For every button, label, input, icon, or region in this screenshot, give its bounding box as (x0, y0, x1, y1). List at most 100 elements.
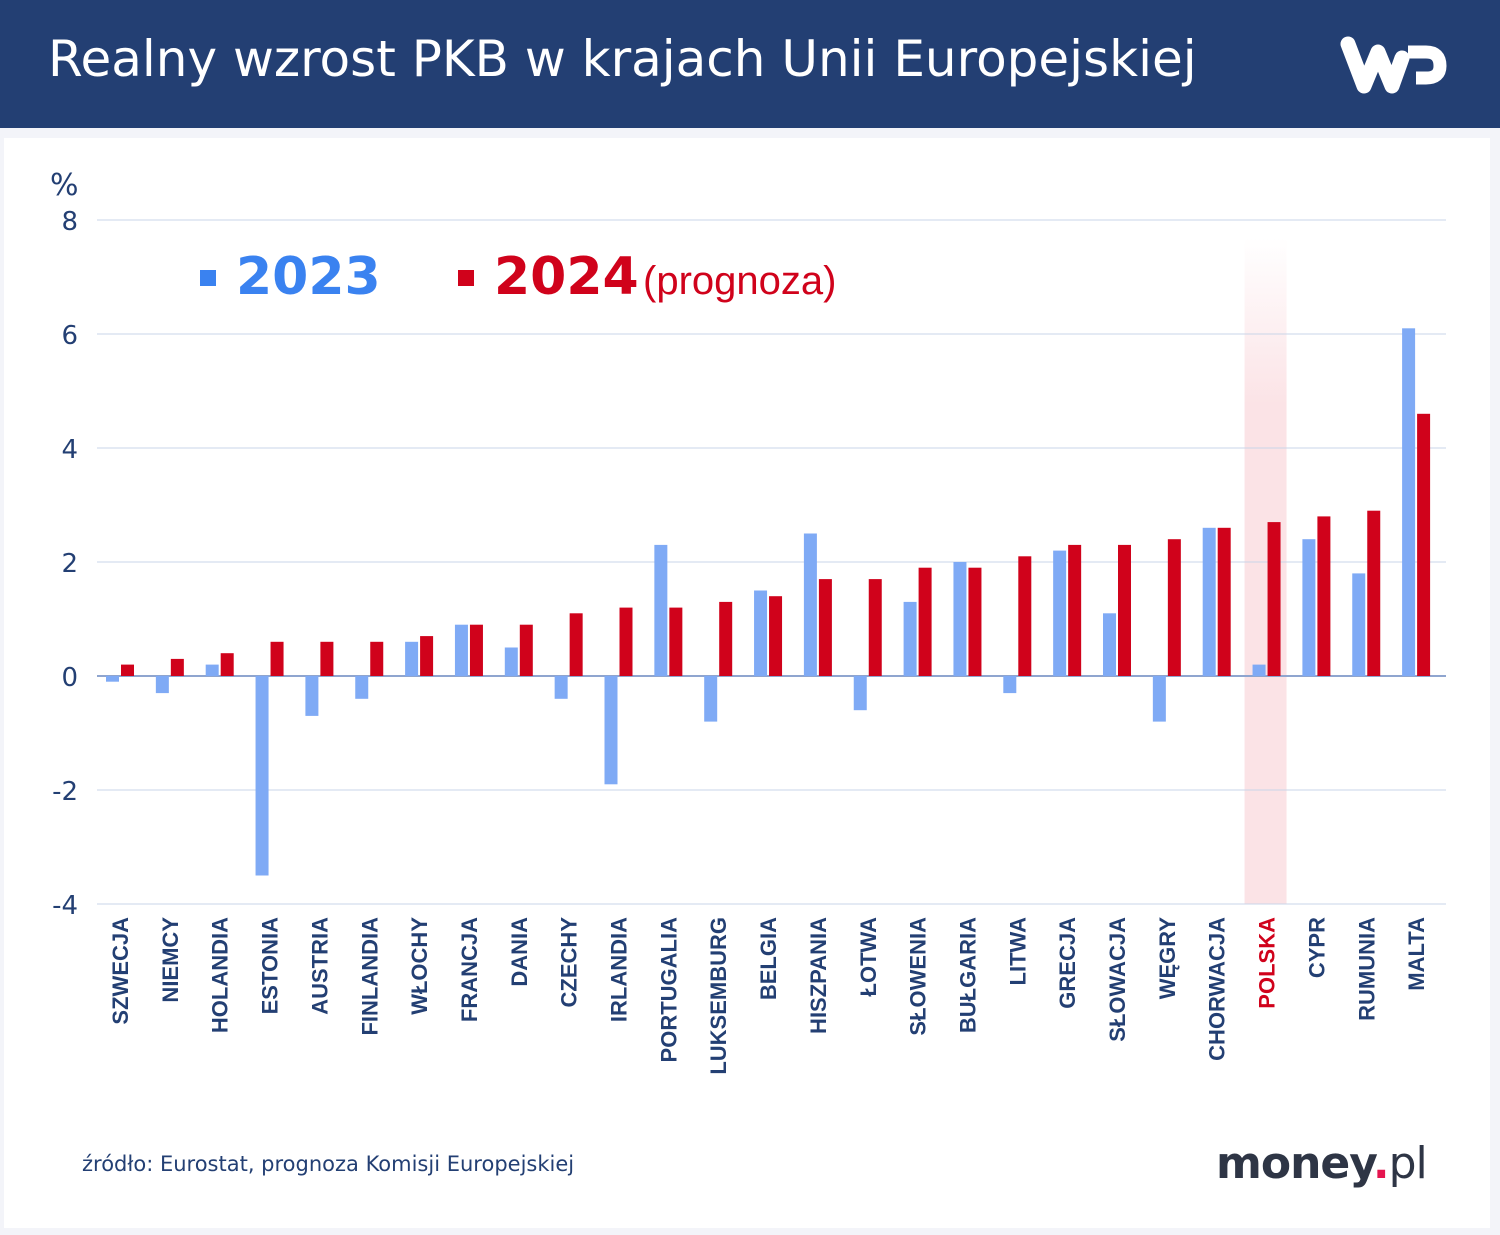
x-tick-label: SZWECJA (108, 917, 133, 1025)
bar-2023-holandia (205, 664, 219, 676)
bar-2023-słowenia (903, 601, 917, 676)
bar-2024-irlandia (619, 607, 633, 676)
bar-2024-rumunia (1367, 510, 1381, 676)
source-note: źródło: Eurostat, prognoza Komisji Europ… (82, 1152, 575, 1176)
x-tick-label: BUŁGARIA (955, 917, 980, 1033)
bar-2024-belgia (769, 596, 783, 676)
bar-2023-czechy (554, 676, 568, 699)
legend-label-2024: 2024 (494, 247, 639, 307)
brand-main: money (1216, 1138, 1374, 1189)
bar-2024-węgry (1167, 539, 1181, 676)
x-tick-label: FRANCJA (457, 917, 482, 1022)
bar-2024-malta (1417, 413, 1431, 676)
bar-2024-słowenia (918, 567, 932, 676)
bar-2023-chorwacja (1202, 527, 1216, 676)
bar-2024-luksemburg (719, 601, 733, 676)
x-tick-label: LITWA (1005, 917, 1030, 986)
x-tick-label: CZECHY (557, 917, 582, 1008)
bar-2023-dania (504, 647, 518, 676)
x-tick-label: CYPR (1304, 917, 1329, 978)
bar-2024-polska (1267, 522, 1281, 676)
bar-2023-malta (1402, 328, 1416, 676)
bar-2023-bułgaria (953, 562, 967, 676)
header-bar: Realny wzrost PKB w krajach Unii Europej… (0, 0, 1500, 128)
bar-2024-hiszpania (818, 579, 832, 676)
y-tick-label: 2 (61, 549, 78, 579)
bar-2024-niemcy (170, 658, 184, 676)
x-tick-label: ŁOTWA (856, 917, 881, 997)
bar-2023-włochy (405, 641, 419, 676)
bar-2023-polska (1252, 664, 1266, 676)
x-tick-label: MALTA (1404, 917, 1429, 991)
bar-2023-niemcy (155, 676, 169, 694)
bar-2023-luksemburg (704, 676, 718, 722)
x-tick-label: CHORWACJA (1205, 917, 1230, 1061)
legend-label-2023: 2023 (236, 247, 381, 307)
x-tick-label: POLSKA (1255, 917, 1280, 1009)
x-tick-label: SŁOWACJA (1105, 917, 1130, 1042)
x-tick-label: SŁOWENIA (906, 917, 931, 1036)
bar-2023-rumunia (1352, 573, 1366, 676)
bar-2024-cypr (1317, 516, 1331, 676)
wp-logo (1340, 36, 1447, 94)
bar-2023-austria (305, 676, 319, 716)
bar-2024-słowacja (1118, 544, 1131, 676)
bar-2024-szwecja (121, 664, 134, 676)
y-tick-label: 6 (61, 321, 78, 351)
bar-2024-łotwa (868, 579, 882, 676)
page-title: Realny wzrost PKB w krajach Unii Europej… (48, 30, 1197, 88)
bar-2024-włochy (420, 636, 434, 676)
bar-2023-słowacja (1103, 613, 1116, 676)
brand-dot: . (1372, 1138, 1390, 1189)
bar-2023-francja (454, 624, 468, 676)
bar-2024-bułgaria (968, 567, 982, 676)
x-tick-label: PORTUGALIA (656, 917, 681, 1063)
bar-2023-szwecja (106, 676, 119, 682)
y-axis-label: % (50, 168, 79, 203)
legend-swatch-2023 (200, 270, 216, 286)
y-tick-label: -4 (52, 891, 78, 921)
bar-2024-holandia (220, 653, 234, 676)
legend-swatch-2024 (458, 270, 474, 286)
bar-2024-dania (519, 624, 533, 676)
bar-2023-irlandia (604, 676, 618, 785)
x-tick-label: IRLANDIA (607, 917, 632, 1022)
bar-2024-francja (469, 624, 483, 676)
x-tick-label: AUSTRIA (307, 917, 332, 1015)
x-tick-label: HOLANDIA (208, 917, 233, 1033)
bar-2023-estonia (255, 676, 269, 876)
bar-2024-portugalia (669, 607, 683, 676)
bar-2023-cypr (1302, 539, 1316, 676)
x-tick-label: WĘGRY (1155, 917, 1180, 1000)
bar-2023-grecja (1053, 550, 1067, 676)
y-tick-label: -2 (52, 777, 78, 807)
bar-2024-austria (320, 641, 334, 676)
brand-tld: pl (1388, 1138, 1428, 1189)
bar-2024-czechy (569, 613, 583, 676)
bar-2023-finlandia (355, 676, 369, 699)
bar-chart: -4 -2 0 2 4 6 8% SZWECJA NIEMCY HOLANDIA ESTONIA AU… (50, 168, 1446, 1075)
x-tick-label: BELGIA (756, 917, 781, 1000)
chart-panel: -4 -2 0 2 4 6 8% SZWECJA NIEMCY HOLANDIA ESTONIA AU… (4, 138, 1490, 1228)
bar-2023-portugalia (654, 544, 668, 676)
bar-2024-chorwacja (1217, 527, 1231, 676)
x-tick-label: WŁOCHY (407, 917, 432, 1015)
bar-2024-finlandia (370, 641, 384, 676)
bar-2023-litwa (1003, 676, 1017, 694)
x-tick-label: GRECJA (1055, 917, 1080, 1009)
x-tick-label: DANIA (507, 917, 532, 987)
x-tick-label: LUKSEMBURG (706, 917, 731, 1075)
bar-2024-grecja (1068, 544, 1082, 676)
bar-2023-belgia (754, 590, 768, 676)
money-pl-logo: money.pl (1216, 1138, 1428, 1189)
bar-2024-litwa (1018, 556, 1032, 676)
y-tick-label: 8 (61, 207, 78, 237)
x-tick-label: FINLANDIA (357, 917, 382, 1036)
x-tick-label: NIEMCY (158, 917, 183, 1003)
bar-2023-hiszpania (803, 533, 817, 676)
x-tick-label: ESTONIA (258, 917, 283, 1015)
y-tick-label: 0 (61, 663, 78, 693)
legend-suffix: (prognoza) (643, 259, 836, 303)
bar-2024-estonia (270, 641, 284, 676)
